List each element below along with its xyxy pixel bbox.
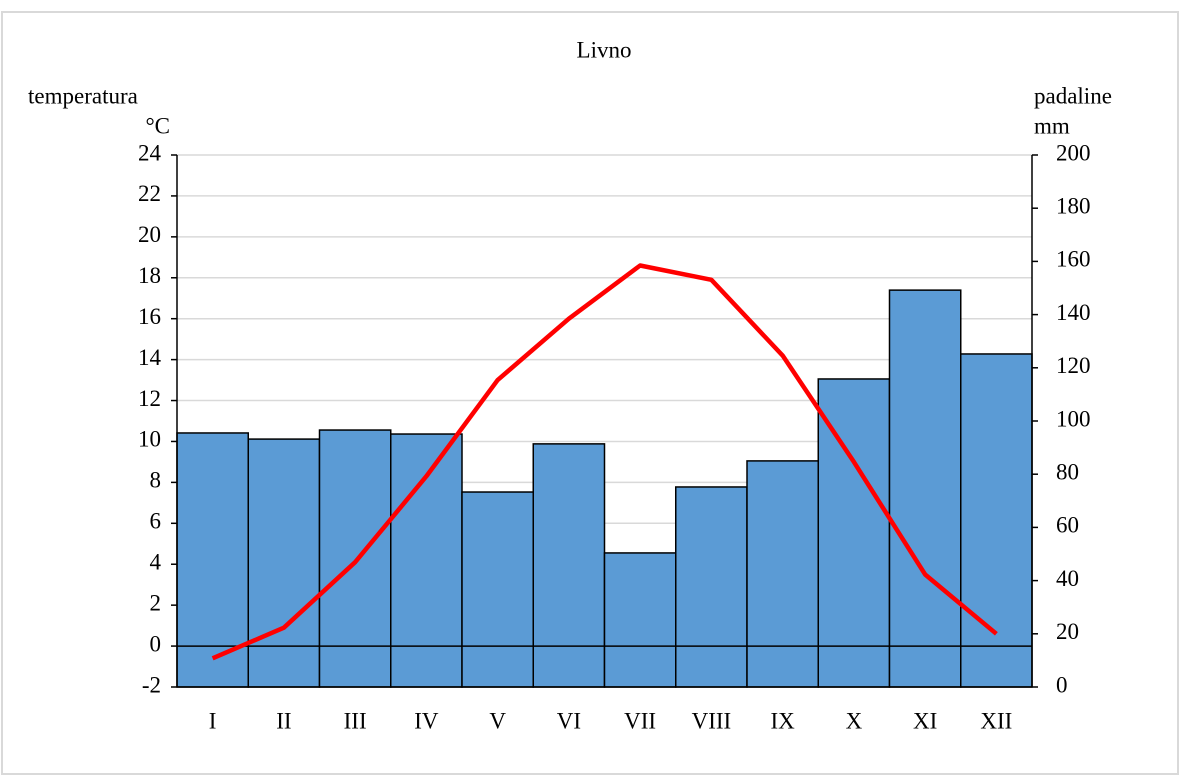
bar (888, 289, 962, 688)
bar (390, 433, 463, 688)
x-tick-label: VII (624, 708, 656, 733)
temperature-line (211, 263, 998, 661)
x-tick-label: III (344, 708, 367, 733)
x-tick-label: X (846, 708, 863, 733)
y2-axis-unit: mm (1034, 113, 1070, 138)
chart-title: Livno (577, 37, 632, 62)
y-tick-label: -2 (142, 672, 161, 697)
y-tick-label: 2 (150, 590, 162, 615)
x-tick-label: XII (980, 708, 1012, 733)
x-tick-label: I (209, 708, 217, 733)
y-tick-label: 22 (138, 181, 161, 206)
bar (461, 491, 534, 688)
y-axis-label: temperatura (28, 83, 138, 108)
y2-axis-label: padaline (1034, 83, 1112, 108)
y2-tick-label: 0 (1056, 672, 1068, 697)
x-tick-label: VI (557, 708, 581, 733)
bar (675, 486, 748, 688)
x-tick-label: IV (414, 708, 439, 733)
x-tick-label: V (489, 708, 506, 733)
bar (603, 552, 677, 688)
y2-tick-label: 60 (1056, 513, 1079, 538)
bar (318, 429, 392, 688)
x-tick-label: XI (913, 708, 937, 733)
y2-tick-label: 40 (1056, 566, 1079, 591)
y2-tick-label: 180 (1056, 193, 1091, 218)
y2-tick-label: 80 (1056, 459, 1079, 484)
y-tick-label: 8 (150, 468, 162, 493)
y2-tick-label: 100 (1056, 406, 1091, 431)
y2-tick-label: 160 (1056, 247, 1091, 272)
y2-tick-label: 20 (1056, 619, 1079, 644)
y2-tick-label: 140 (1056, 300, 1091, 325)
y-tick-label: 10 (138, 427, 161, 452)
y-axis-unit: °C (145, 113, 170, 138)
x-tick-label: II (276, 708, 291, 733)
x-tick-label: VIII (692, 708, 732, 733)
y-tick-label: 18 (138, 263, 161, 288)
y-tick-label: 0 (150, 631, 162, 656)
y2-tick-label: 120 (1056, 353, 1091, 378)
bar (960, 353, 1033, 688)
y-tick-label: 20 (138, 222, 161, 247)
bar (247, 438, 321, 688)
x-tick-label: IX (770, 708, 795, 733)
y-tick-label: 4 (150, 550, 162, 575)
bar (532, 443, 606, 688)
y-tick-label: 12 (138, 386, 161, 411)
y-tick-label: 16 (138, 304, 161, 329)
y-tick-label: 6 (150, 509, 162, 534)
y2-tick-label: 200 (1056, 140, 1091, 165)
y-tick-label: 14 (138, 345, 162, 370)
y-tick-label: 24 (138, 140, 162, 165)
bar (746, 460, 819, 688)
